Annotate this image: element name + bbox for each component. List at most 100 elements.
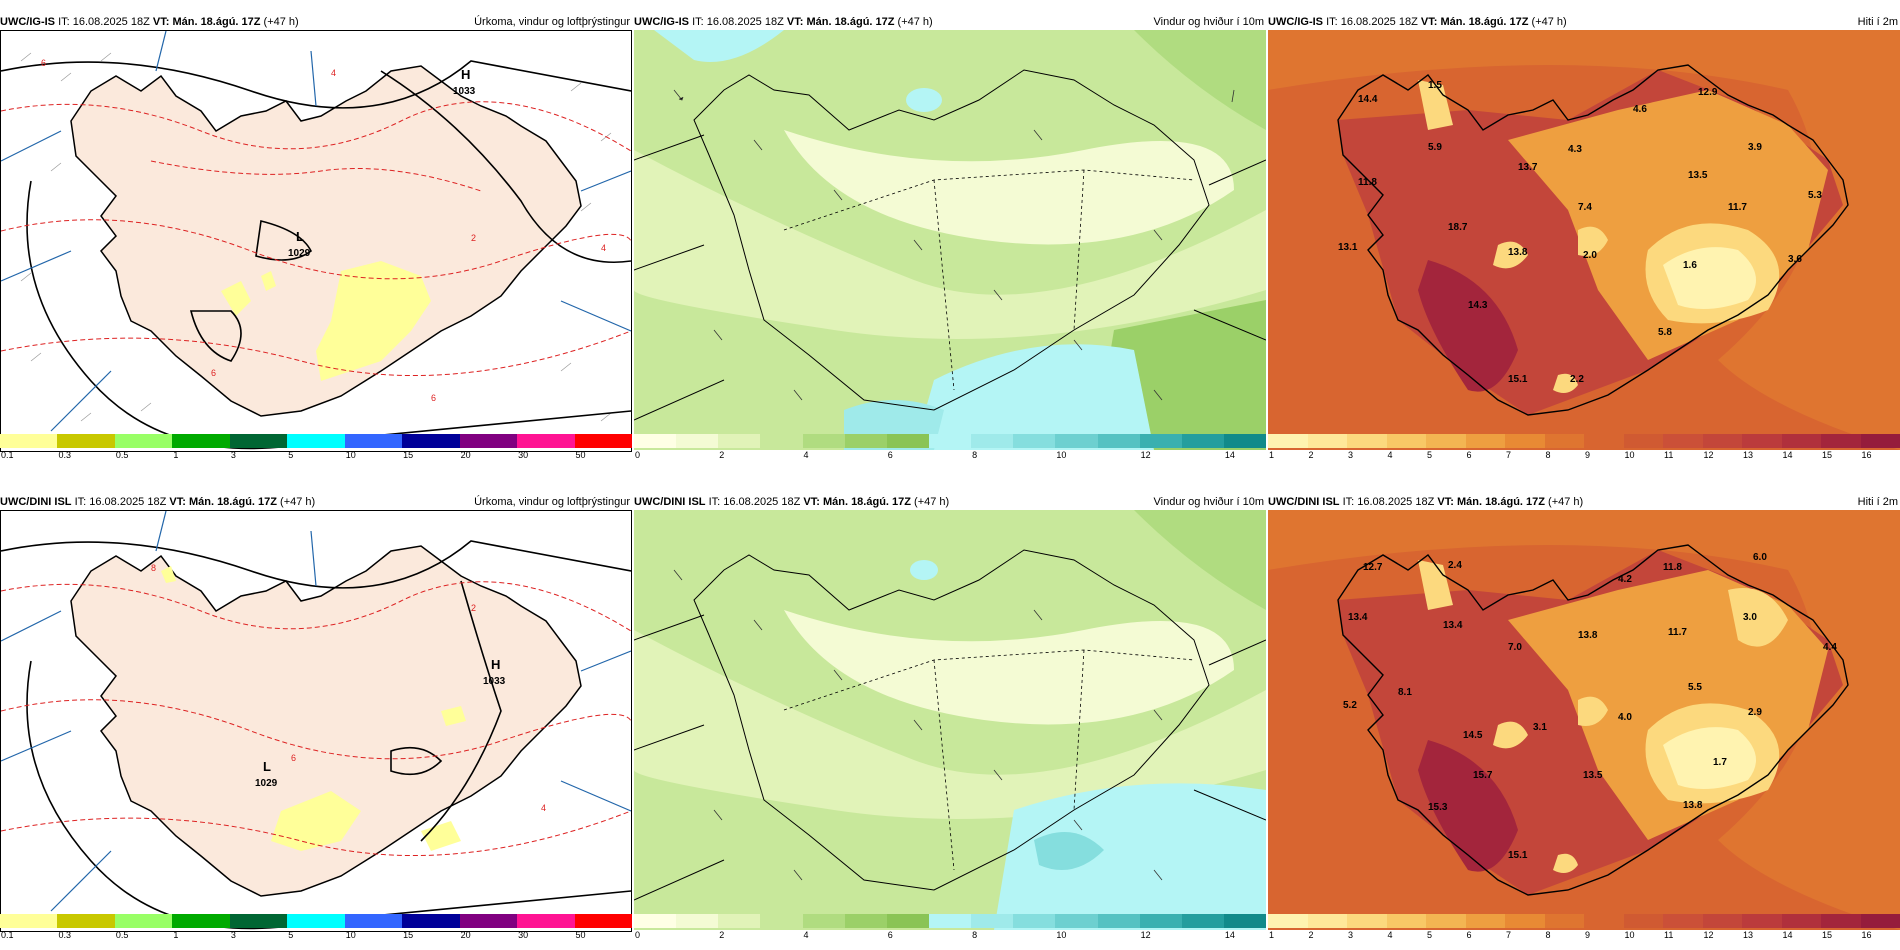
colorbar-swatch	[1307, 434, 1347, 448]
colorbar-swatch	[1584, 914, 1624, 928]
high-pressure-symbol: H	[491, 657, 500, 672]
temp-station-value: 3.1	[1533, 722, 1547, 733]
temp-station-value: 13.1	[1338, 242, 1358, 253]
wind-arrows	[673, 89, 1235, 401]
blue-grid-lines	[1, 31, 631, 432]
colorbar-tick-label: 6	[887, 450, 893, 460]
precip-colorbar	[0, 914, 632, 928]
colorbar-tick-label: 50	[575, 930, 586, 940]
colorbar-swatch	[1268, 434, 1308, 448]
colorbar-tick-label: 30	[518, 450, 529, 460]
temp-station-value: 15.1	[1508, 850, 1528, 861]
precip-map-svg: 8 2 6 4 H 1033 L 1029	[1, 511, 631, 931]
svg-text:6: 6	[41, 58, 46, 68]
svg-text:6: 6	[291, 753, 296, 763]
temp-station-value: 5.2	[1343, 700, 1357, 711]
colorbar-tick-label: 7	[1506, 450, 1512, 460]
colorbar-tick-label: 4	[1387, 930, 1393, 940]
colorbar-swatch	[344, 914, 403, 928]
colorbar-swatch	[1223, 914, 1267, 928]
colorbar-swatch	[676, 434, 719, 448]
colorbar-tick-label: 6	[887, 930, 893, 940]
colorbar-tick-label: 14	[1782, 930, 1793, 940]
colorbar-tick-label: 16	[1861, 930, 1872, 940]
colorbar-tick-label: 2	[719, 450, 725, 460]
colorbar-swatch	[172, 434, 230, 448]
temp-station-value: 13.8	[1683, 800, 1703, 811]
colorbar-swatch	[1055, 434, 1098, 448]
temp-station-value: 18.7	[1448, 222, 1468, 233]
colorbar-swatch	[1821, 434, 1861, 448]
colorbar-tick-label: 15	[403, 450, 414, 460]
colorbar-swatch	[1505, 914, 1545, 928]
wind-map-svg	[634, 30, 1266, 450]
panel-header: UWC/IG-IS IT: 16.08.2025 18Z VT: Mán. 18…	[634, 16, 933, 28]
panel-title: Úrkoma, vindur og loftþrýstingur	[474, 496, 630, 508]
colorbar-tick-label: 12	[1703, 450, 1714, 460]
temp-station-value: 4.6	[1633, 104, 1647, 115]
panel-title: Vindur og hviður í 10m	[1153, 496, 1264, 508]
temp-station-value: 5.5	[1688, 682, 1702, 693]
colorbar-tick-label: 14	[1224, 930, 1235, 940]
temp-station-value: 13.8	[1508, 247, 1528, 258]
temp-station-value: 13.8	[1578, 630, 1598, 641]
colorbar-tick-label: 5	[288, 930, 294, 940]
colorbar-swatch	[1181, 434, 1224, 448]
colorbar-swatch	[1426, 914, 1466, 928]
colorbar-tick-label: 2	[719, 930, 725, 940]
panel-header: UWC/DINI ISL IT: 16.08.2025 18Z VT: Mán.…	[634, 496, 950, 508]
colorbar-swatch	[1584, 434, 1624, 448]
temp-station-value: 2.2	[1570, 374, 1584, 385]
colorbar-tick-label: 4	[1387, 450, 1393, 460]
colorbar-tick-label: 0.3	[58, 930, 71, 940]
colorbar-swatch	[844, 434, 887, 448]
high-pressure-value: 1033	[453, 86, 476, 97]
row2-precip-panel: UWC/DINI ISL IT: 16.08.2025 18Z VT: Mán.…	[0, 494, 632, 944]
colorbar-tick-label: 20	[460, 930, 471, 940]
colorbar-tick-label: 8	[1545, 930, 1551, 940]
temp-station-value: 13.4	[1348, 612, 1368, 623]
temp-station-value: 1.5	[1428, 80, 1442, 91]
colorbar-swatch	[0, 914, 58, 928]
colorbar-tick-label: 2	[1308, 450, 1314, 460]
low-pressure-value: 1029	[288, 248, 311, 259]
colorbar-swatch	[928, 434, 972, 448]
colorbar-swatch	[1742, 914, 1782, 928]
colorbar-swatch	[114, 434, 173, 448]
colorbar-tick-label: 1	[1269, 450, 1275, 460]
colorbar-tick-label: 15	[1822, 450, 1833, 460]
colorbar-tick-label: 13	[1743, 930, 1754, 940]
colorbar-swatch	[0, 434, 58, 448]
colorbar-swatch	[402, 914, 460, 928]
colorbar-tick-label: 12	[1703, 930, 1714, 940]
colorbar-swatch	[459, 914, 518, 928]
colorbar-swatch	[1097, 434, 1140, 448]
colorbar-swatch	[287, 434, 345, 448]
colorbar-tick-label: 0.1	[1, 450, 14, 460]
row1-wind-panel: UWC/IG-IS IT: 16.08.2025 18Z VT: Mán. 18…	[634, 14, 1267, 464]
colorbar-swatch	[172, 914, 230, 928]
temp-station-value: 13.7	[1518, 162, 1538, 173]
wind-colorbar	[634, 434, 1267, 448]
colorbar-tick-label: 7	[1506, 930, 1512, 940]
colorbar-swatch	[1860, 434, 1900, 448]
precip-colorbar	[0, 434, 632, 448]
panel-header: UWC/IG-IS IT: 16.08.2025 18Z VT: Mán. 18…	[1268, 16, 1567, 28]
colorbar-tick-label: 5	[1427, 930, 1433, 940]
colorbar-swatch	[1544, 434, 1584, 448]
colorbar-swatch	[1781, 914, 1821, 928]
temp-station-value: 15.3	[1428, 802, 1448, 813]
svg-text:4: 4	[601, 243, 606, 253]
temp-station-labels: 1.5 12.9 14.4 4.6 5.9 4.3 3.9 11.8 13.7 13.5 5.3 7.…	[1338, 80, 1822, 385]
temp-station-value: 5.3	[1808, 190, 1822, 201]
temp-station-value: 12.7	[1363, 562, 1383, 573]
temp-station-value: 3.9	[1748, 142, 1762, 153]
colorbar-tick-label: 11	[1664, 930, 1674, 940]
temp-station-value: 11.8	[1358, 177, 1377, 188]
colorbar-swatch	[1386, 914, 1426, 928]
colorbar-swatch	[1347, 914, 1387, 928]
temp-station-value: 12.9	[1698, 87, 1718, 98]
colorbar-swatch	[1505, 434, 1545, 448]
row1-precip-panel: UWC/IG-IS IT: 16.08.2025 18Z VT: Mán. 18…	[0, 14, 632, 464]
precip-map: 8 2 6 4 H 1033 L 1029	[0, 510, 632, 932]
